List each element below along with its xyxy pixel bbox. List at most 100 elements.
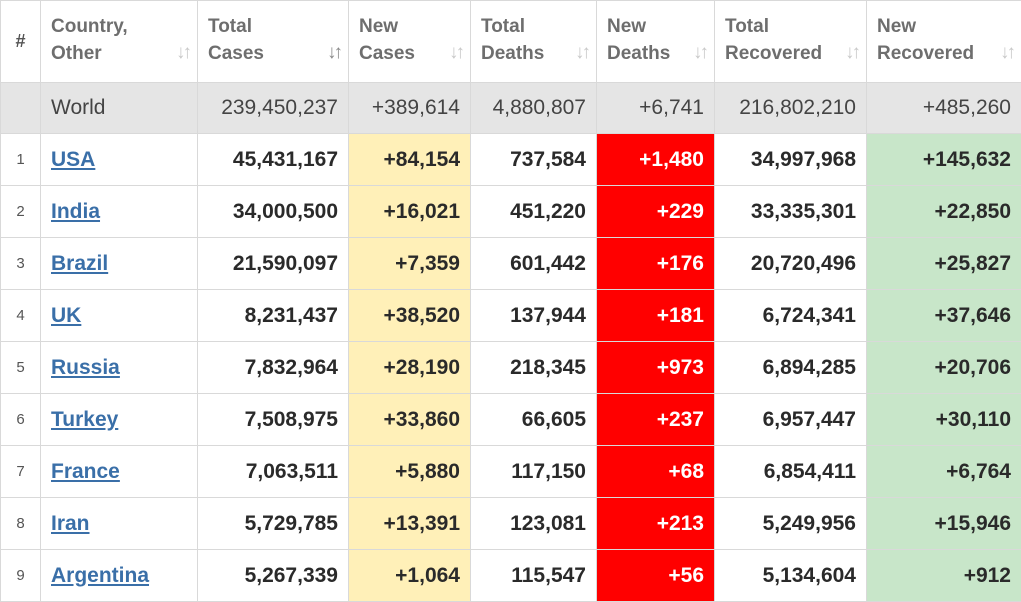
total-recovered-cell: 6,724,341 [715,290,867,342]
new-cases-cell: +84,154 [349,134,471,186]
header-new-cases-line2: Cases [359,43,415,64]
world-total-recovered: 216,802,210 [715,83,867,134]
sort-arrows-icon[interactable]: ↓↑ [575,39,588,66]
new-recovered-cell: +37,646 [867,290,1021,342]
country-cell: France [41,446,198,498]
header-total-cases-line2: Cases [208,43,264,64]
header-total-deaths[interactable]: Total Deaths ↓↑ [471,1,597,83]
new-deaths-cell: +1,480 [597,134,715,186]
sort-arrows-icon[interactable]: ↓↑ [176,39,189,66]
rank-cell: 4 [1,290,41,342]
country-link[interactable]: France [51,460,120,483]
header-total-cases[interactable]: Total Cases ↓↑ [198,1,349,83]
country-cell: India [41,186,198,238]
rank-cell: 5 [1,342,41,394]
total-recovered-cell: 5,134,604 [715,550,867,602]
new-cases-cell: +5,880 [349,446,471,498]
total-cases-cell: 21,590,097 [198,238,349,290]
country-link[interactable]: Brazil [51,252,108,275]
header-total-recovered[interactable]: Total Recovered ↓↑ [715,1,867,83]
country-cell: USA [41,134,198,186]
country-cell: Argentina [41,550,198,602]
header-new-deaths[interactable]: New Deaths ↓↑ [597,1,715,83]
country-cell: Turkey [41,394,198,446]
header-new-deaths-line2: Deaths [607,43,670,64]
total-recovered-cell: 33,335,301 [715,186,867,238]
total-cases-cell: 5,267,339 [198,550,349,602]
total-deaths-cell: 737,584 [471,134,597,186]
country-cell: UK [41,290,198,342]
rank-cell: 7 [1,446,41,498]
country-cell: Iran [41,498,198,550]
rank-cell: 3 [1,238,41,290]
header-country-line1: Country, [51,16,128,37]
total-recovered-cell: 5,249,956 [715,498,867,550]
new-recovered-cell: +6,764 [867,446,1021,498]
total-deaths-cell: 601,442 [471,238,597,290]
rank-cell: 8 [1,498,41,550]
header-new-deaths-line1: New [607,16,646,37]
country-link[interactable]: Argentina [51,564,149,587]
total-cases-cell: 7,832,964 [198,342,349,394]
header-new-cases[interactable]: New Cases ↓↑ [349,1,471,83]
total-deaths-cell: 115,547 [471,550,597,602]
new-cases-cell: +38,520 [349,290,471,342]
header-country[interactable]: Country, Other ↓↑ [41,1,198,83]
new-deaths-cell: +68 [597,446,715,498]
total-cases-cell: 8,231,437 [198,290,349,342]
new-deaths-cell: +176 [597,238,715,290]
new-recovered-cell: +25,827 [867,238,1021,290]
new-recovered-cell: +20,706 [867,342,1021,394]
new-recovered-cell: +22,850 [867,186,1021,238]
sort-arrows-icon[interactable]: ↓↑ [449,39,462,66]
world-rank-cell [1,83,41,134]
sort-arrows-icon[interactable]: ↓↑ [845,39,858,66]
rank-cell: 2 [1,186,41,238]
sort-arrows-icon[interactable]: ↓↑ [693,39,706,66]
new-cases-cell: +33,860 [349,394,471,446]
new-cases-cell: +28,190 [349,342,471,394]
sort-active-arrows-icon[interactable]: ↓↑ [327,39,340,66]
header-new-recovered-line1: New [877,16,916,37]
total-recovered-cell: 34,997,968 [715,134,867,186]
total-recovered-cell: 6,957,447 [715,394,867,446]
world-new-recovered: +485,260 [867,83,1021,134]
new-recovered-cell: +30,110 [867,394,1021,446]
sort-arrows-icon[interactable]: ↓↑ [1000,39,1013,66]
country-cell: Russia [41,342,198,394]
country-link[interactable]: Turkey [51,408,118,431]
header-total-deaths-line1: Total [481,16,525,37]
header-row: # Country, Other ↓↑ Total Cases ↓↑ New C… [1,1,1021,83]
country-cell: Brazil [41,238,198,290]
world-new-cases: +389,614 [349,83,471,134]
header-total-cases-line1: Total [208,16,252,37]
world-label: World [41,83,198,134]
header-rank-label: # [15,31,25,51]
header-rank: # [1,1,41,83]
new-recovered-cell: +912 [867,550,1021,602]
country-link[interactable]: UK [51,304,81,327]
country-link[interactable]: Iran [51,512,90,535]
new-cases-cell: +13,391 [349,498,471,550]
total-deaths-cell: 123,081 [471,498,597,550]
world-total-deaths: 4,880,807 [471,83,597,134]
new-deaths-cell: +237 [597,394,715,446]
total-deaths-cell: 218,345 [471,342,597,394]
header-total-recovered-line1: Total [725,16,769,37]
total-deaths-cell: 117,150 [471,446,597,498]
header-new-recovered[interactable]: New Recovered ↓↑ [867,1,1021,83]
country-link[interactable]: India [51,200,100,223]
new-deaths-cell: +213 [597,498,715,550]
country-link[interactable]: USA [51,148,95,171]
new-deaths-cell: +181 [597,290,715,342]
new-cases-cell: +16,021 [349,186,471,238]
total-recovered-cell: 6,854,411 [715,446,867,498]
country-link[interactable]: Russia [51,356,120,379]
